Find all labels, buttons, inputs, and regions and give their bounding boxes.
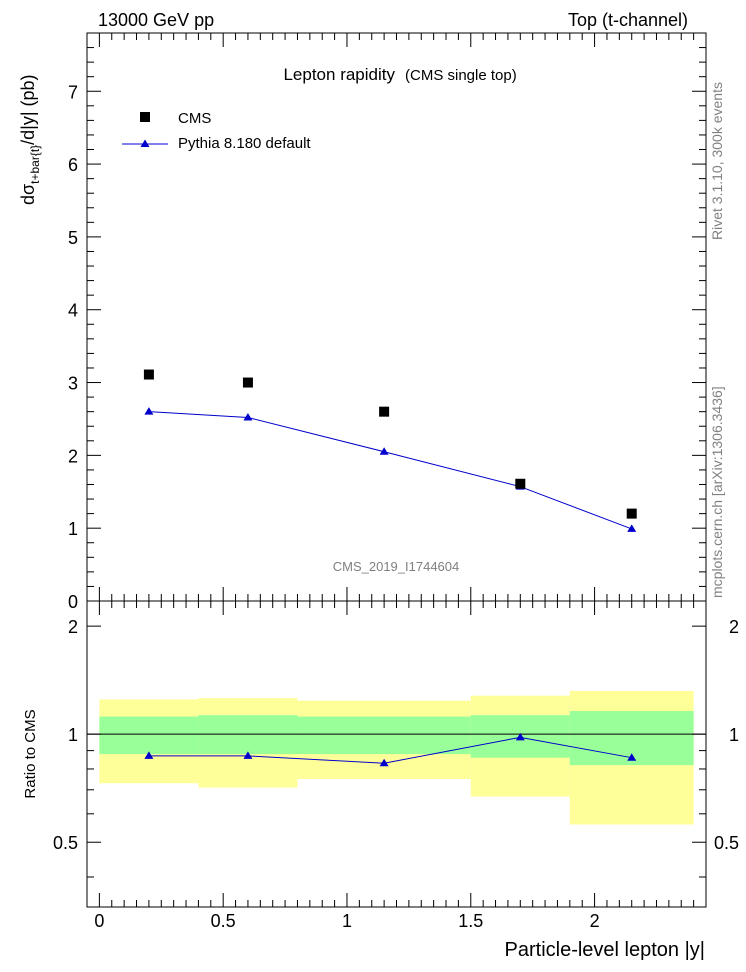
header-right: Top (t-channel) bbox=[568, 10, 688, 30]
data-point bbox=[626, 508, 637, 519]
xtick-label: 1.5 bbox=[458, 911, 483, 931]
legend-cms-marker bbox=[140, 112, 150, 122]
main-plot-content bbox=[143, 369, 637, 532]
band-inner bbox=[99, 716, 199, 755]
main-ticks bbox=[86, 33, 706, 602]
data-point bbox=[515, 478, 526, 489]
main-ytick-label: 4 bbox=[68, 301, 78, 321]
ratio-ytick-label-right: 1 bbox=[729, 725, 739, 745]
band-inner bbox=[297, 716, 471, 755]
mc-point bbox=[144, 407, 154, 415]
legend-mc-marker bbox=[140, 139, 150, 147]
ratio-ytick-label-right: 2 bbox=[729, 617, 739, 637]
xtick-label: 0.5 bbox=[211, 911, 236, 931]
main-ytick-label: 5 bbox=[68, 228, 78, 248]
xtick-labels: 0 0.5 1 1.5 2 bbox=[94, 911, 599, 931]
mcplots-label: mcplots.cern.ch [arXiv:1306.3436] bbox=[709, 386, 725, 598]
legend-mc-label: Pythia 8.180 default bbox=[178, 135, 311, 152]
xtick-label: 2 bbox=[590, 911, 600, 931]
ratio-ticks bbox=[86, 601, 706, 907]
ratio-mc-point bbox=[243, 751, 253, 759]
main-panel: 0 1 2 3 4 5 6 7 Lepton rapidity (CMS single top… bbox=[18, 32, 707, 612]
main-ytick-labels: 0 1 2 3 4 5 6 7 bbox=[68, 82, 78, 612]
ratio-mc-point bbox=[144, 751, 154, 759]
main-ylabel-rest: /d|y| (pb) bbox=[18, 74, 38, 144]
ratio-mc-point bbox=[515, 732, 525, 741]
ratio-ytick-label-left: 0.5 bbox=[53, 833, 78, 853]
xtick-label: 1 bbox=[342, 911, 352, 931]
mc-point bbox=[627, 524, 637, 532]
main-ytick-label: 2 bbox=[68, 446, 78, 466]
mc-point bbox=[379, 447, 389, 455]
data-point bbox=[143, 369, 154, 380]
watermark: CMS_2019_I1744604 bbox=[333, 559, 460, 574]
ratio-mc-point bbox=[627, 753, 637, 761]
ratio-ytick-label-right: 0.5 bbox=[714, 833, 739, 853]
ratio-ytick-label-left: 2 bbox=[68, 617, 78, 637]
main-title: Lepton rapidity bbox=[283, 65, 395, 84]
ratio-mc-point bbox=[379, 758, 389, 767]
legend: CMS Pythia 8.180 default bbox=[122, 110, 311, 152]
ratio-ylabel: Ratio to CMS bbox=[22, 709, 39, 798]
header-left: 13000 GeV pp bbox=[98, 10, 214, 30]
main-ytick-label: 0 bbox=[68, 592, 78, 612]
ratio-panel: 0.5 0.5 1 1 2 2 0 0.5 1 1.5 2 Ratio to CMS Partic… bbox=[22, 600, 739, 961]
main-ytick-label: 6 bbox=[68, 155, 78, 175]
ratio-ytick-labels: 0.5 0.5 1 1 2 2 bbox=[53, 617, 739, 853]
main-subtitle: (CMS single top) bbox=[405, 67, 517, 84]
main-ylabel: dσt+bar{t}/d|y| (pb) bbox=[18, 74, 42, 205]
ratio-plot-content bbox=[87, 690, 706, 825]
main-ylabel-sub: t+bar{t} bbox=[28, 145, 42, 184]
main-ytick-label: 1 bbox=[68, 519, 78, 539]
rivet-label: Rivet 3.1.10, 300k events bbox=[709, 82, 725, 240]
main-ytick-label: 7 bbox=[68, 82, 78, 102]
main-ytick-label: 3 bbox=[68, 374, 78, 394]
data-point bbox=[242, 377, 253, 388]
legend-cms-label: CMS bbox=[178, 110, 211, 127]
main-ylabel-main: dσ bbox=[18, 184, 38, 205]
data-point bbox=[379, 406, 390, 417]
xlabel: Particle-level lepton |y| bbox=[505, 939, 705, 961]
ratio-ytick-label-left: 1 bbox=[68, 725, 78, 745]
mc-point bbox=[243, 412, 253, 421]
xtick-label: 0 bbox=[94, 911, 104, 931]
